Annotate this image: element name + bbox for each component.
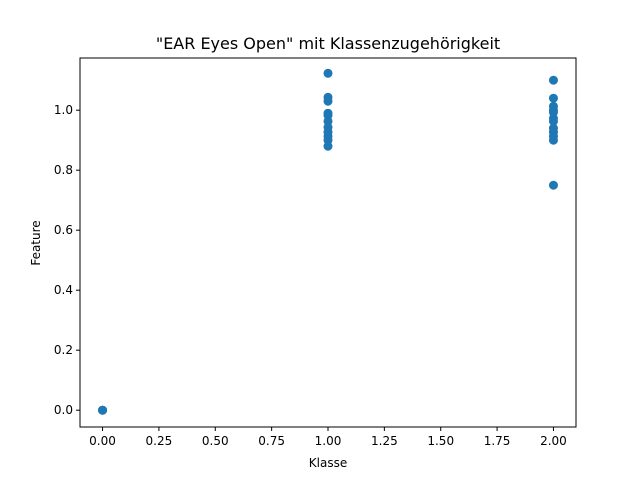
data-point: [323, 96, 333, 106]
x-axis: 0.00 0.25 0.50 0.75 1.00 1.25 1.50 1.75 2.00: [89, 427, 567, 448]
x-tick-label: 0.75: [258, 434, 285, 448]
x-axis-label: Klasse: [309, 456, 347, 470]
y-tick-label: 0.6: [54, 223, 73, 237]
data-point: [548, 75, 558, 85]
y-tick-label: 0.0: [54, 403, 73, 417]
chart-title: "EAR Eyes Open" mit Klassenzugehörigkeit: [156, 34, 500, 53]
y-tick-label: 0.4: [54, 283, 73, 297]
data-point: [548, 116, 558, 126]
y-axis-label: Feature: [29, 220, 43, 265]
x-tick-label: 1.00: [315, 434, 342, 448]
y-tick-label: 0.2: [54, 343, 73, 357]
x-tick-label: 1.25: [371, 434, 398, 448]
x-tick-label: 2.00: [540, 434, 567, 448]
y-tick-label: 0.8: [54, 163, 73, 177]
x-tick-label: 0.25: [146, 434, 173, 448]
data-point: [548, 135, 558, 145]
y-tick-label: 1.0: [54, 103, 73, 117]
data-point: [548, 180, 558, 190]
x-tick-label: 0.00: [89, 434, 116, 448]
x-tick-label: 1.75: [484, 434, 511, 448]
data-point: [548, 93, 558, 103]
data-point: [98, 405, 108, 415]
y-axis: 0.0 0.2 0.4 0.6 0.8 1.0: [54, 103, 80, 417]
x-tick-label: 0.50: [202, 434, 229, 448]
x-tick-label: 1.50: [427, 434, 454, 448]
data-points: [98, 68, 558, 415]
data-point: [323, 68, 333, 78]
data-point: [323, 141, 333, 151]
